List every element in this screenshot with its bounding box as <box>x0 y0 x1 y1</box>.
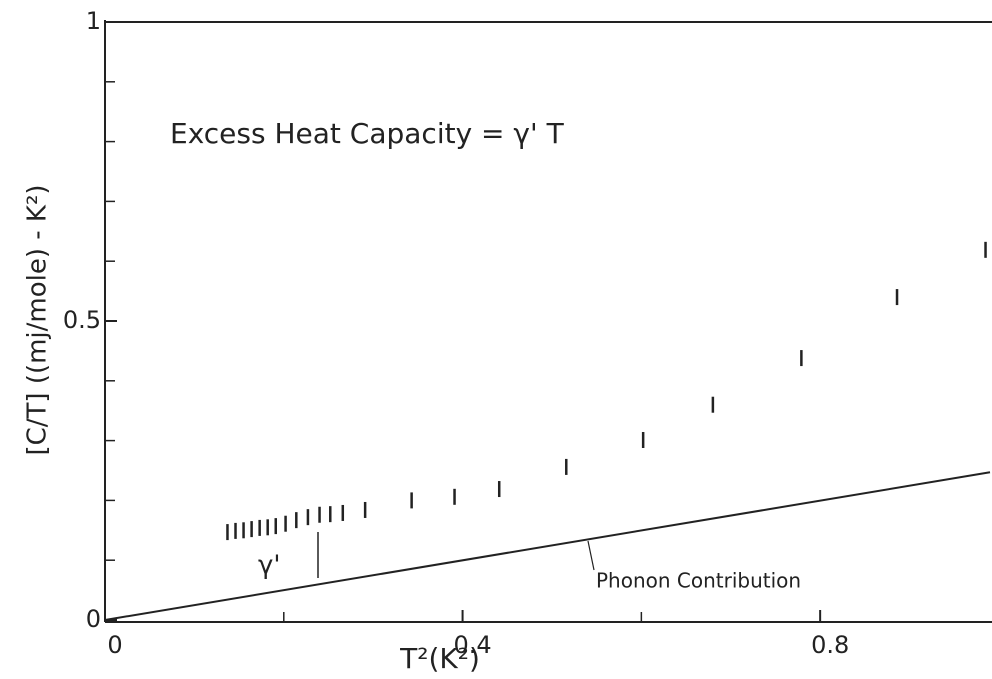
y-tick-label: 0 <box>86 605 101 633</box>
y-axis-label: [C/T] ((mj/mole) - K²) <box>23 184 53 455</box>
arrow <box>587 540 595 571</box>
x-tick-label: 0 <box>107 631 122 659</box>
annotation: Phonon Contribution <box>596 569 801 593</box>
x-tick-label: 0.8 <box>811 631 849 659</box>
y-tick-label: 0.5 <box>63 306 101 334</box>
annotation: γ' <box>258 551 281 581</box>
y-tick-label: 1 <box>86 7 101 35</box>
phonon-line <box>104 471 991 621</box>
x-axis-label: T²(K²) <box>399 642 480 675</box>
annotation: Excess Heat Capacity = γ' T <box>170 117 565 150</box>
x-tick-label: 0.4 <box>453 631 491 659</box>
